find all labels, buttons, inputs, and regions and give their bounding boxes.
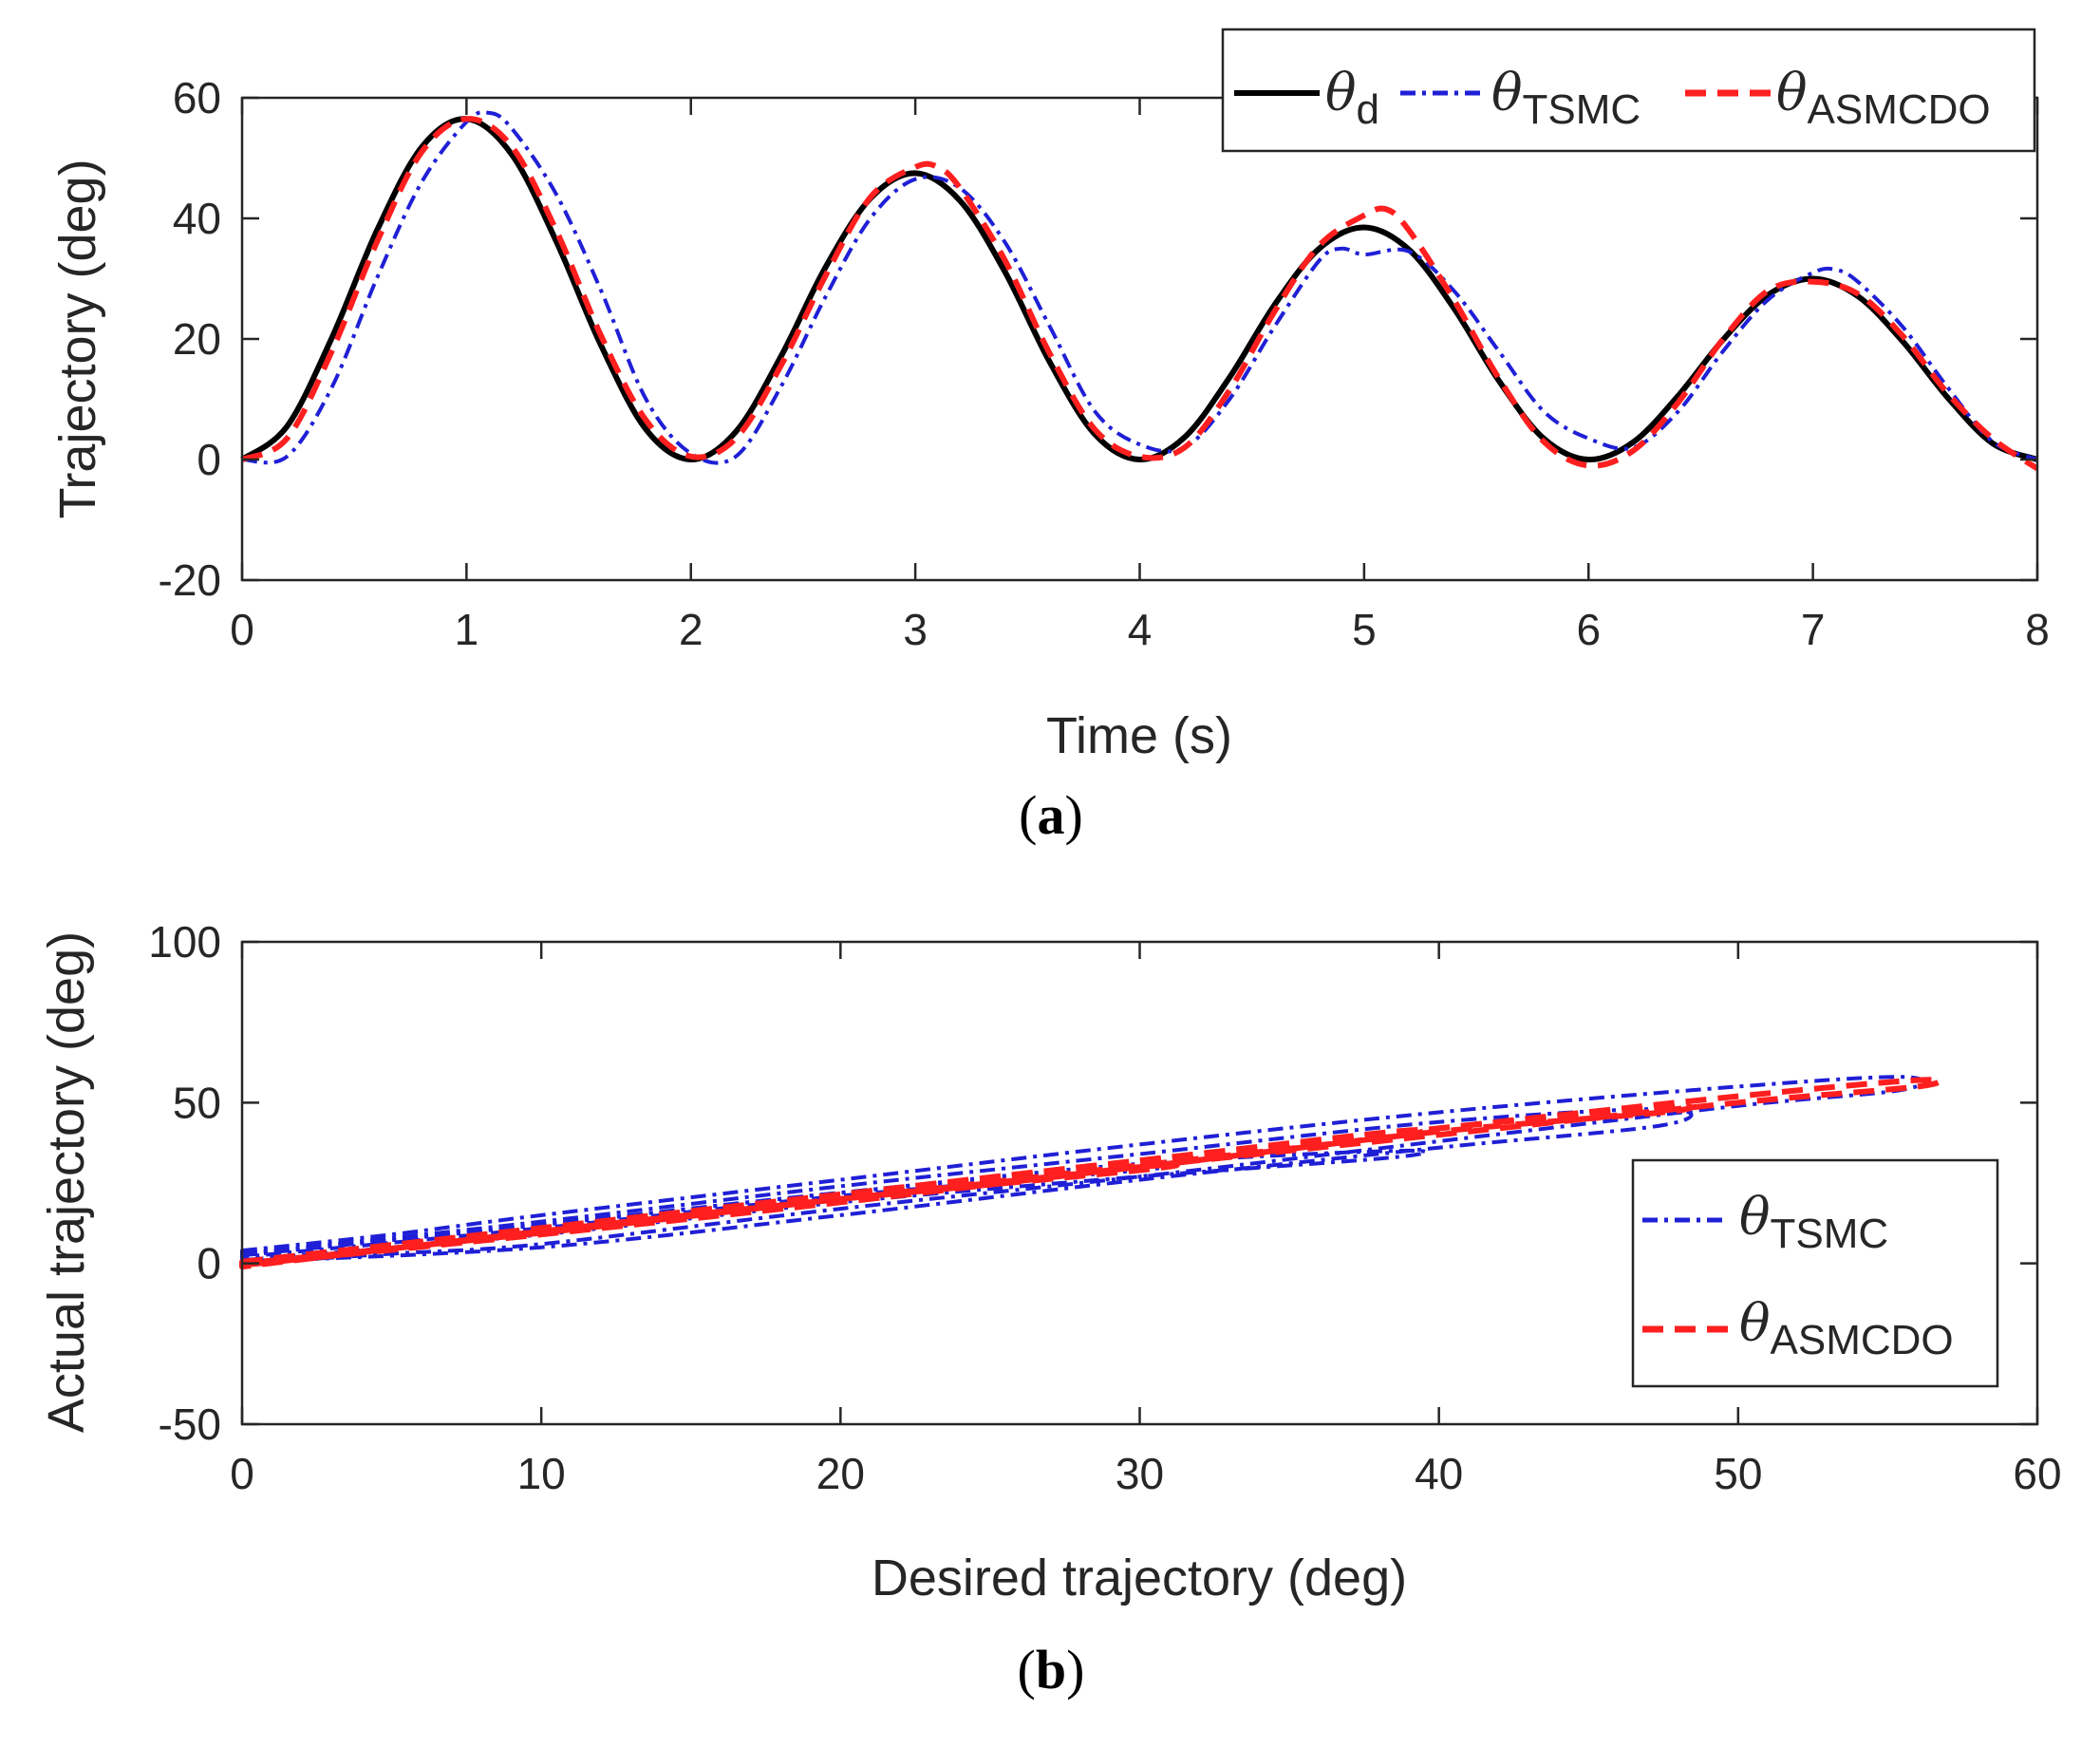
panel-a-y-tick-label-3: 40 xyxy=(173,194,221,243)
panel-b-y-tick-label-1: 0 xyxy=(197,1239,221,1288)
panel-b-y-tick-label-3: 100 xyxy=(148,917,221,967)
panel-a-x-tick-label-3: 3 xyxy=(903,605,928,654)
panel-a-series-asmcdo xyxy=(240,116,2039,472)
panel-a-y-tick-labels: -20 0 20 40 60 xyxy=(159,73,221,605)
panel-b-series-asmcdo-loop-0 xyxy=(239,1077,1943,1268)
legend-b-symbol-asmcdo: θ xyxy=(1739,1293,1771,1353)
legend-entry-desired: θd xyxy=(1234,63,1379,133)
panel-a-caption: (a) xyxy=(1019,784,1083,846)
legend-b-entry-asmcdo: θASMCDO xyxy=(1642,1293,1954,1363)
legend-symbol-tsmc: θ xyxy=(1491,63,1523,122)
panel-b-caption-letter: b xyxy=(1036,1639,1066,1700)
panel-b-series-asmcdo-loop-3 xyxy=(239,1161,1180,1270)
legend-subscript-tsmc: TSMC xyxy=(1523,86,1641,133)
panel-b-tick-marks xyxy=(240,940,2039,1426)
panel-a-x-tick-label-8: 8 xyxy=(2025,605,2050,654)
legend-subscript-asmcdo: ASMCDO xyxy=(1808,86,1991,133)
panel-b-legend-box xyxy=(1631,1158,1999,1388)
legend-symbol-desired: θ xyxy=(1325,63,1357,122)
panel-b-legend: θTSMC θASMCDO xyxy=(1631,1158,1999,1388)
panel-a-x-tick-labels: 0 1 2 3 4 5 6 7 8 xyxy=(230,605,2050,654)
panel-b-x-tick-label-0: 0 xyxy=(230,1449,254,1498)
legend-symbol-asmcdo: θ xyxy=(1776,63,1808,122)
panel-a-caption-letter: a xyxy=(1038,784,1065,846)
panel-b-x-tick-labels: 0 10 20 30 40 50 60 xyxy=(230,1449,2061,1498)
panel-a-x-tick-label-4: 4 xyxy=(1128,605,1153,654)
panel-a-x-axis-title: Time (s) xyxy=(1046,707,1232,764)
panel-a-x-tick-label-0: 0 xyxy=(230,605,254,654)
legend-b-symbol-tsmc: θ xyxy=(1739,1187,1771,1247)
panel-b-y-tick-label-0: -50 xyxy=(159,1399,221,1449)
panel-b-series-group xyxy=(239,1075,1943,1270)
panel-b-x-tick-label-1: 10 xyxy=(517,1449,566,1498)
panel-a-legend: θd θTSMC θASMCDO xyxy=(1221,28,2036,153)
legend-b-entry-tsmc: θTSMC xyxy=(1642,1187,1888,1257)
panel-a-y-tick-label-4: 60 xyxy=(173,73,221,122)
legend-b-label-asmcdo: θASMCDO xyxy=(1739,1293,1954,1363)
panel-a-x-tick-label-7: 7 xyxy=(1801,605,1826,654)
panel-b-x-tick-label-2: 20 xyxy=(816,1449,865,1498)
panel-a-x-tick-label-1: 1 xyxy=(455,605,479,654)
panel-a-plot-background xyxy=(242,98,2037,580)
legend-b-subscript-tsmc: TSMC xyxy=(1771,1211,1889,1257)
panel-b-x-axis-title: Desired trajectory (deg) xyxy=(872,1550,1407,1606)
panel-a-plot-area xyxy=(240,96,2039,582)
panel-a-legend-box xyxy=(1221,28,2036,153)
legend-b-subscript-asmcdo: ASMCDO xyxy=(1771,1317,1954,1363)
panel-a-y-axis-title: Trajectory (deg) xyxy=(49,159,106,518)
legend-entry-tsmc: θTSMC xyxy=(1400,63,1641,133)
panel-b-x-tick-label-6: 60 xyxy=(2013,1449,2061,1498)
panel-a-y-tick-label-1: 0 xyxy=(197,435,221,484)
panel-b-y-tick-label-2: 50 xyxy=(173,1078,221,1127)
panel-b-y-tick-labels: -50 0 50 100 xyxy=(148,917,221,1449)
panel-b-y-axis-title: Actual trajectory (deg) xyxy=(38,931,95,1433)
panel-a-x-tick-label-5: 5 xyxy=(1352,605,1377,654)
panel-a-series-group xyxy=(240,110,2039,472)
panel-b-x-tick-label-5: 50 xyxy=(1714,1449,1762,1498)
panel-b-x-tick-label-4: 40 xyxy=(1415,1449,1463,1498)
panel-a-y-tick-label-2: 20 xyxy=(173,314,221,364)
panel-b-x-tick-label-3: 30 xyxy=(1116,1449,1164,1498)
panel-a-y-tick-label-0: -20 xyxy=(159,555,221,605)
panel-a-x-tick-label-6: 6 xyxy=(1576,605,1601,654)
panel-b-caption: (b) xyxy=(1018,1639,1085,1700)
legend-label-desired: θd xyxy=(1325,63,1379,133)
legend-subscript-desired: d xyxy=(1357,86,1379,133)
legend-label-asmcdo: θASMCDO xyxy=(1776,63,1991,133)
legend-label-tsmc: θTSMC xyxy=(1491,63,1641,133)
legend-b-label-tsmc: θTSMC xyxy=(1739,1187,1888,1257)
panel-b-series-tsmc-loop-1 xyxy=(240,1107,1694,1264)
panel-a-x-tick-label-2: 2 xyxy=(679,605,703,654)
legend-entry-asmcdo: θASMCDO xyxy=(1685,63,1991,133)
